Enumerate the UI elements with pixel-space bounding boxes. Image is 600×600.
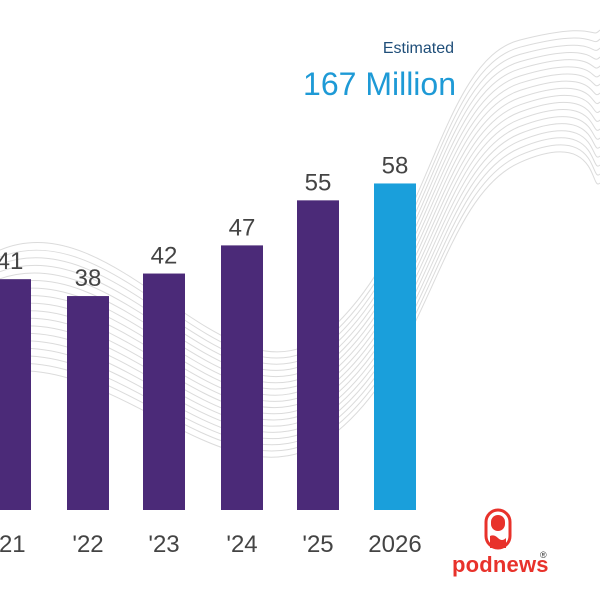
podcast-mic-icon (484, 508, 512, 550)
brand-name: podnews (452, 552, 549, 577)
value-label: 42 (151, 243, 178, 270)
bar-2026 (374, 183, 416, 510)
tick-labels-group: '21 '22 '23 '24 '25 2026 (0, 531, 422, 558)
bar-21 (0, 279, 31, 510)
bars-group (0, 183, 416, 510)
bar-25 (297, 200, 339, 510)
estimate-label: Estimated (382, 40, 454, 57)
tick-label: '21 (0, 531, 26, 558)
bar-22 (67, 296, 109, 510)
registered-mark: ® (540, 550, 547, 560)
bar-24 (221, 245, 263, 510)
tick-label: '22 (72, 531, 103, 558)
value-label: 47 (229, 214, 256, 241)
value-label: 38 (75, 265, 102, 292)
value-label: 41 (0, 248, 23, 275)
value-label: 58 (382, 152, 409, 179)
podnews-logo[interactable]: podnews ® (452, 508, 552, 578)
tick-label: 2026 (368, 531, 421, 558)
value-label: 55 (305, 169, 332, 196)
estimate-value: 167 Million (303, 66, 456, 102)
tick-label: '24 (226, 531, 257, 558)
tick-label: '23 (148, 531, 179, 558)
tick-label: '25 (302, 531, 333, 558)
value-labels-group: 41 38 42 47 55 58 (0, 152, 408, 292)
bar-23 (143, 273, 185, 510)
